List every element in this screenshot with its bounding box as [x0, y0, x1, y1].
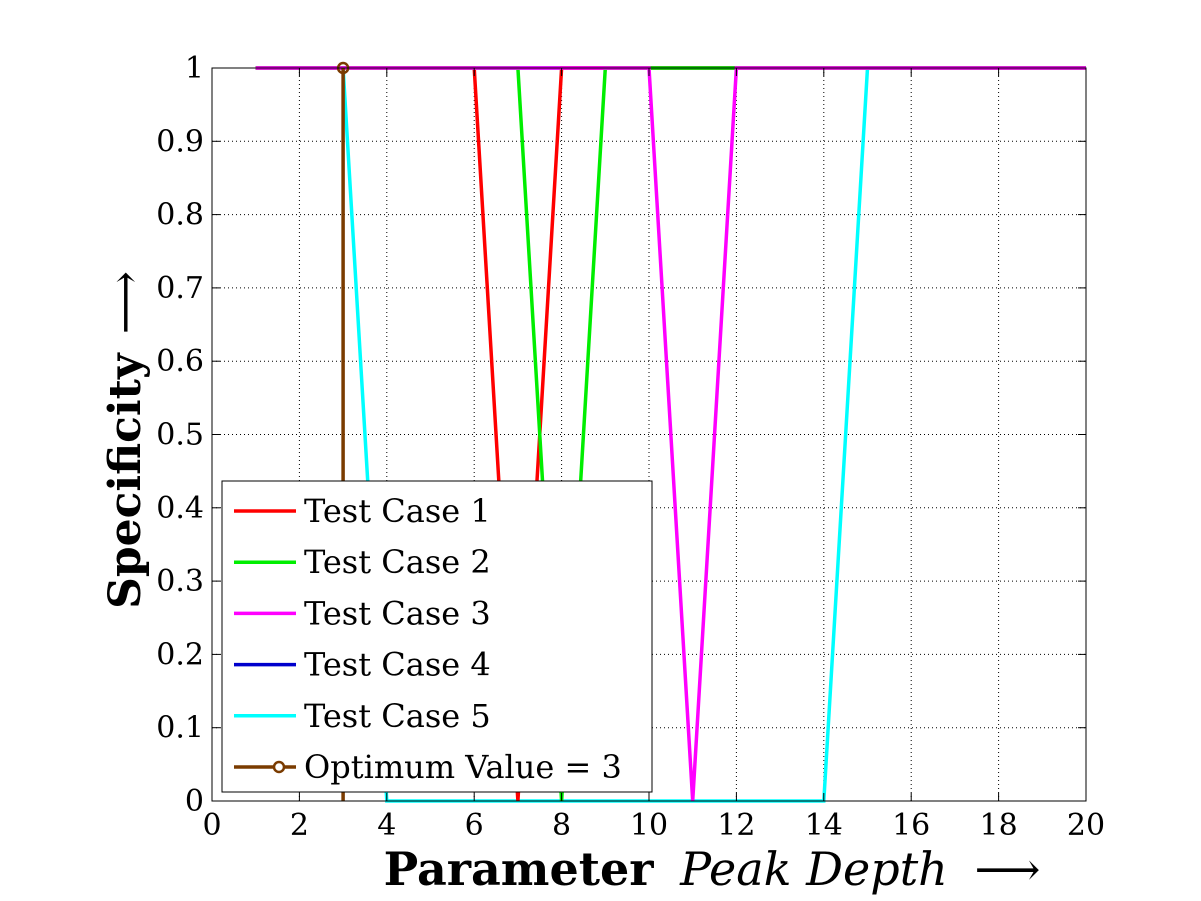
ticks-layer	[211, 67, 1087, 802]
y-tick-label: 0.1	[156, 711, 204, 746]
x-tick-label: 2	[290, 808, 309, 843]
x-axis-label: Parameter Peak Depth ⟶	[384, 842, 1041, 896]
y-tick-label: 0.4	[156, 491, 204, 526]
legend-label-1: Test Case 1	[304, 492, 491, 530]
legend-label-3: Test Case 3	[304, 594, 491, 632]
x-tick-label: 10	[630, 808, 668, 843]
tick-labels: 0 2 4 6 8 10 12 14 16 18 20 0 0.1 0.2 0.3 0.4 0.5 0.6 0.7 0…	[156, 51, 1105, 843]
x-tick-label: 16	[892, 808, 930, 843]
x-tick-label: 18	[980, 808, 1018, 843]
y-tick-label: 0.3	[156, 564, 204, 599]
y-tick-label: 0.8	[156, 198, 204, 233]
x-tick-label: 4	[377, 808, 396, 843]
legend-label-6: Optimum Value = 3	[304, 748, 622, 786]
y-axis-label-text: Specificity	[100, 352, 151, 609]
x-axis-label-arrow: ⟶	[974, 842, 1040, 896]
legend-entries: Test Case 1 Test Case 2 Test Case 3 Test Ca…	[234, 492, 622, 786]
y-axis-label-arrow: ⟶	[100, 271, 151, 334]
legend-label-2: Test Case 2	[304, 543, 491, 581]
legend-box	[221, 480, 653, 793]
y-tick-label: 0.6	[156, 344, 204, 379]
x-tick-label: 12	[717, 808, 755, 843]
x-tick-label: 14	[805, 808, 843, 843]
y-tick-label: 0	[185, 784, 204, 819]
y-tick-label: 0.2	[156, 637, 204, 672]
y-axis-label: Specificity ⟶	[100, 271, 151, 609]
legend: Test Case 1 Test Case 2 Test Case 3 Test Ca…	[221, 480, 653, 793]
y-tick-label: 0.5	[156, 418, 204, 453]
x-tick-label: 8	[552, 808, 571, 843]
x-axis-label-bold: Parameter	[384, 842, 655, 896]
y-tick-label: 0.9	[156, 124, 204, 159]
legend-label-4: Test Case 4	[304, 646, 491, 684]
x-axis-label-italic: Peak Depth	[679, 842, 948, 896]
x-tick-label: 0	[202, 808, 221, 843]
legend-marker-optimum	[272, 760, 286, 774]
y-tick-label: 1	[185, 51, 204, 86]
x-tick-label: 6	[465, 808, 484, 843]
x-tick-label: 20	[1067, 808, 1105, 843]
legend-label-5: Test Case 5	[304, 697, 491, 735]
y-tick-label: 0.7	[156, 271, 204, 306]
